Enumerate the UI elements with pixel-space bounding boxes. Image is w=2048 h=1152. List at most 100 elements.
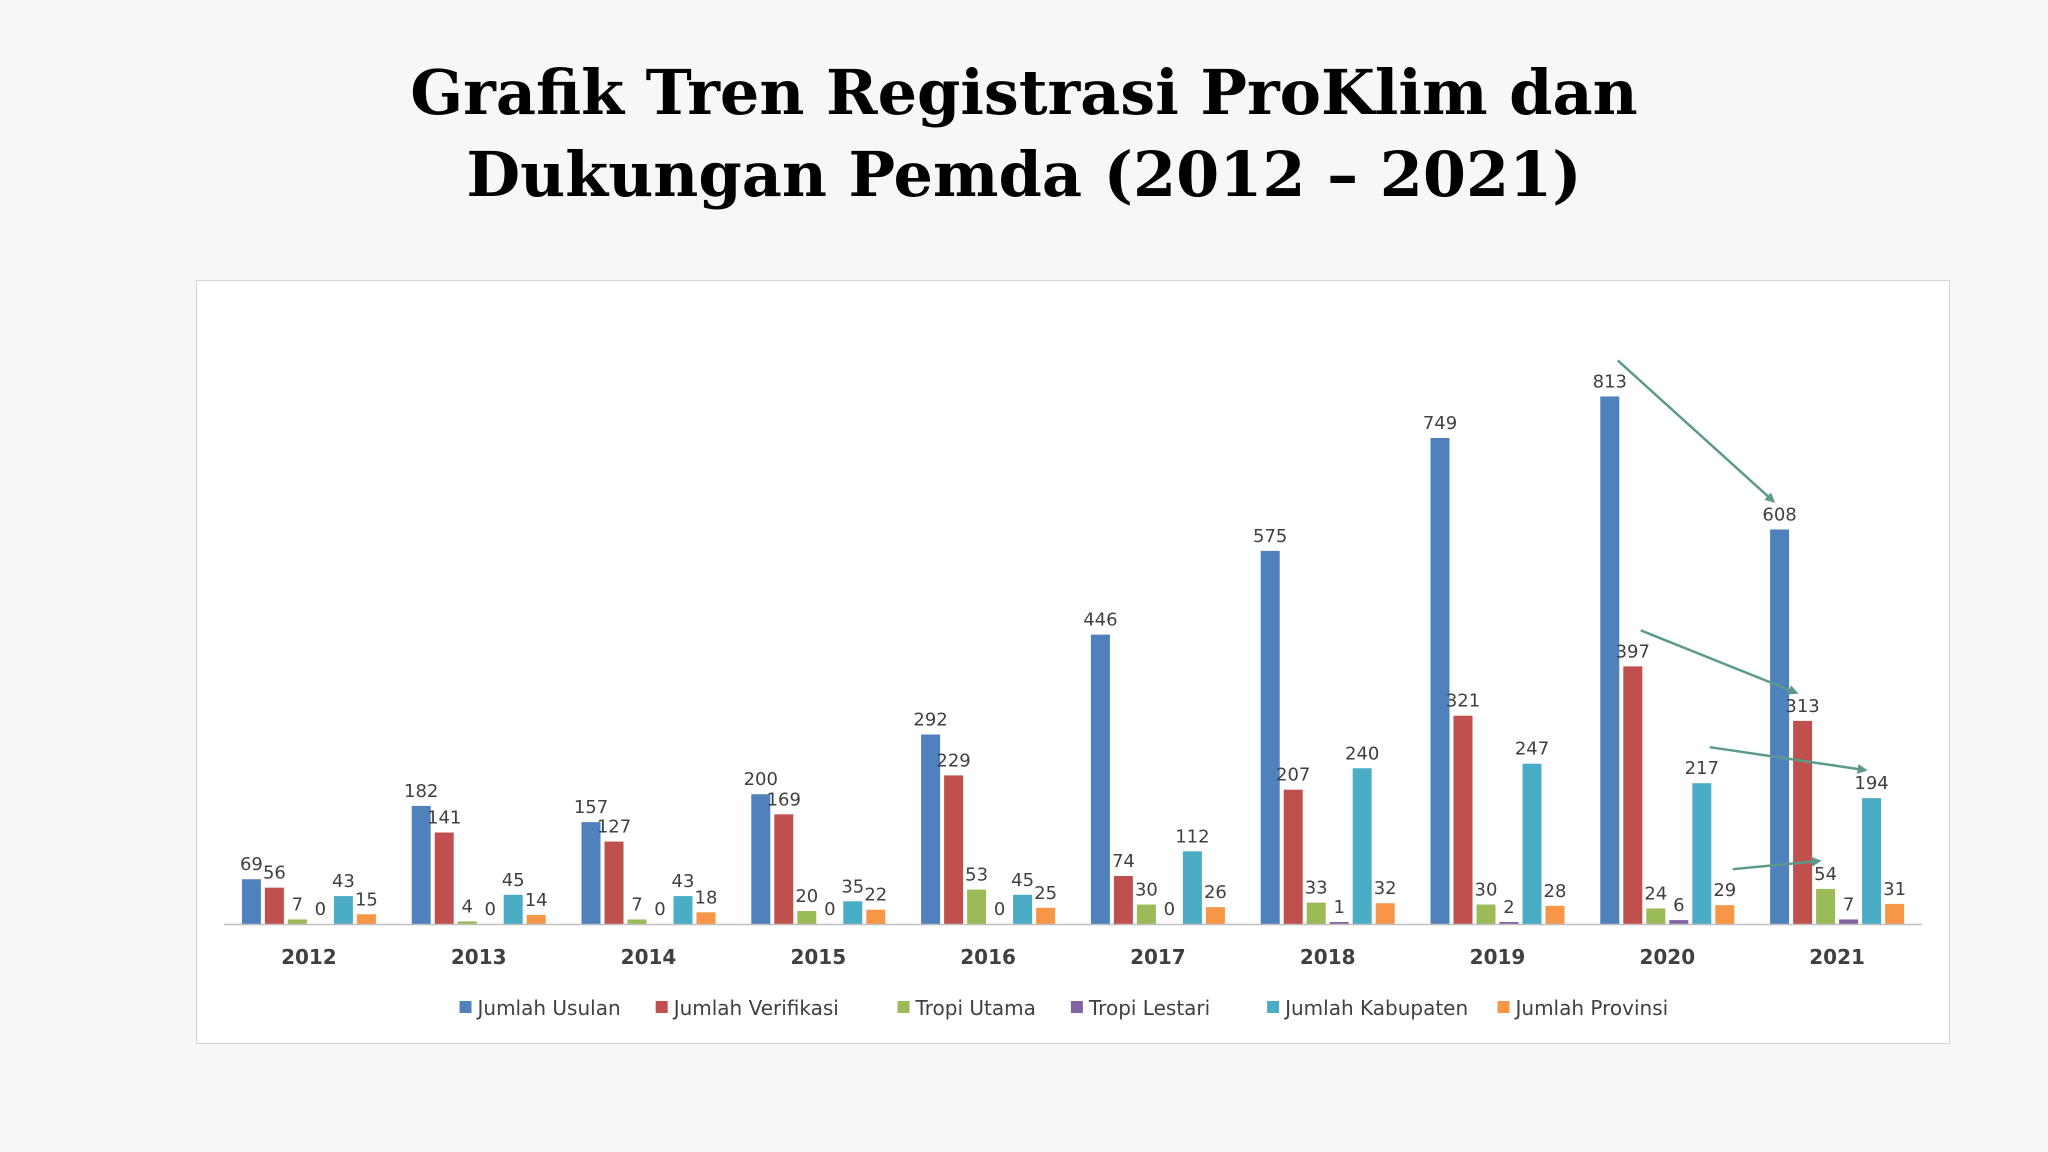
data-label-jumlah-provinsi-2018: 32 [1374, 878, 1397, 899]
bar-jumlah-kabupaten-2018 [1352, 768, 1372, 924]
bar-jumlah-usulan-2013 [411, 805, 431, 924]
bar-jumlah-usulan-2018 [1260, 550, 1280, 924]
bar-jumlah-kabupaten-2021 [1862, 798, 1882, 924]
legend-label-jumlah-usulan: Jumlah Usulan [476, 996, 621, 1020]
bar-tropi-utama-2021 [1816, 888, 1836, 924]
legend-label-tropi-lestari: Tropi Lestari [1088, 996, 1210, 1020]
bar-jumlah-provinsi-2014 [696, 912, 716, 924]
data-label-jumlah-verifikasi-2018: 207 [1276, 765, 1310, 786]
data-label-jumlah-usulan-2014: 157 [574, 797, 608, 818]
bar-tropi-utama-2013 [457, 921, 477, 924]
data-label-jumlah-kabupaten-2019: 247 [1515, 739, 1549, 760]
bar-jumlah-provinsi-2017 [1205, 907, 1225, 924]
data-label-tropi-lestari-2016: 0 [994, 899, 1005, 920]
trend-arrow-3 [1709, 745, 1868, 774]
bar-jumlah-provinsi-2020 [1715, 905, 1735, 924]
legend-swatch-jumlah-kabupaten [1267, 1001, 1280, 1013]
bar-jumlah-usulan-2014 [581, 822, 601, 924]
x-tick-label-2014: 2014 [621, 945, 677, 969]
legend-item-tropi-lestari: Tropi Lestari [1070, 996, 1210, 1020]
data-label-jumlah-verifikasi-2021: 313 [1785, 696, 1819, 717]
x-tick-label-2016: 2016 [960, 945, 1016, 969]
bar-jumlah-verifikasi-2017 [1113, 875, 1133, 924]
data-label-tropi-utama-2014: 7 [631, 894, 642, 915]
bar-tropi-lestari-2021 [1839, 919, 1859, 924]
data-label-tropi-utama-2019: 30 [1475, 880, 1498, 901]
bar-tropi-utama-2017 [1136, 904, 1156, 924]
data-label-tropi-utama-2012: 7 [292, 894, 303, 915]
data-label-tropi-lestari-2019: 2 [1503, 897, 1514, 918]
data-label-tropi-lestari-2017: 0 [1164, 899, 1175, 920]
bar-tropi-utama-2016 [967, 889, 987, 924]
data-label-tropi-utama-2020: 24 [1644, 883, 1667, 904]
data-label-jumlah-kabupaten-2013: 45 [502, 870, 525, 891]
title-line-1: Grafik Tren Registrasi ProKlim dan [410, 56, 1638, 129]
data-label-jumlah-usulan-2013: 182 [404, 781, 438, 802]
legend-item-tropi-utama: Tropi Utama [897, 996, 1036, 1020]
data-label-jumlah-verifikasi-2017: 74 [1112, 851, 1135, 872]
bar-jumlah-usulan-2021 [1770, 529, 1790, 924]
bar-jumlah-provinsi-2012 [356, 914, 376, 924]
slide-title: Grafik Tren Registrasi ProKlim dan Dukun… [0, 52, 2048, 216]
bar-jumlah-usulan-2012 [241, 879, 261, 924]
bar-jumlah-usulan-2019 [1430, 437, 1450, 924]
legend-swatch-jumlah-provinsi [1497, 1001, 1510, 1013]
data-label-jumlah-provinsi-2014: 18 [695, 887, 718, 908]
data-label-tropi-utama-2021: 54 [1814, 864, 1837, 885]
data-label-tropi-lestari-2013: 0 [484, 899, 495, 920]
data-label-jumlah-provinsi-2021: 31 [1883, 879, 1906, 900]
bar-jumlah-provinsi-2018 [1375, 903, 1395, 924]
data-label-tropi-utama-2016: 53 [965, 865, 988, 886]
bar-tropi-utama-2020 [1646, 908, 1666, 924]
legend-item-jumlah-provinsi: Jumlah Provinsi [1497, 996, 1668, 1020]
legend-item-jumlah-usulan: Jumlah Usulan [459, 996, 621, 1020]
bar-tropi-lestari-2018 [1329, 922, 1349, 924]
bar-tropi-utama-2015 [797, 911, 817, 924]
legend: Jumlah Usulan Jumlah Verifikasi Tropi Utam… [459, 996, 1668, 1020]
bar-jumlah-kabupaten-2020 [1692, 783, 1712, 924]
data-label-jumlah-usulan-2019: 749 [1423, 413, 1457, 434]
bar-tropi-lestari-2020 [1669, 920, 1689, 924]
x-tick-label-2021: 2021 [1809, 945, 1865, 969]
data-label-jumlah-usulan-2012: 69 [240, 854, 263, 875]
data-label-tropi-utama-2015: 20 [795, 886, 818, 907]
data-label-jumlah-kabupaten-2015: 35 [841, 876, 864, 897]
bar-jumlah-provinsi-2015 [866, 909, 886, 924]
data-label-tropi-lestari-2012: 0 [315, 899, 326, 920]
legend-item-jumlah-verifikasi: Jumlah Verifikasi [655, 996, 839, 1020]
bar-tropi-utama-2019 [1476, 904, 1496, 924]
legend-swatch-jumlah-verifikasi [655, 1001, 668, 1013]
bar-tropi-lestari-2019 [1499, 922, 1519, 924]
data-label-jumlah-kabupaten-2014: 43 [672, 871, 695, 892]
x-tick-label-2015: 2015 [790, 945, 846, 969]
data-label-jumlah-kabupaten-2020: 217 [1685, 758, 1719, 779]
trend-arrow-2 [1640, 629, 1799, 695]
data-label-jumlah-verifikasi-2014: 127 [597, 817, 631, 838]
title-line-2: Dukungan Pemda (2012 – 2021) [466, 138, 1582, 211]
data-label-tropi-lestari-2014: 0 [654, 899, 665, 920]
data-label-jumlah-provinsi-2012: 15 [355, 889, 378, 910]
legend-swatch-tropi-utama [897, 1001, 910, 1013]
data-label-jumlah-verifikasi-2016: 229 [936, 750, 970, 771]
bar-jumlah-kabupaten-2014 [673, 896, 693, 924]
bar-jumlah-kabupaten-2019 [1522, 763, 1542, 924]
data-label-tropi-lestari-2020: 6 [1673, 895, 1684, 916]
bar-tropi-utama-2012 [287, 919, 307, 924]
data-label-tropi-lestari-2021: 7 [1843, 894, 1854, 915]
annotation-arrows-group [1616, 359, 1868, 871]
data-label-tropi-utama-2017: 30 [1135, 880, 1158, 901]
bar-jumlah-verifikasi-2021 [1793, 720, 1813, 924]
data-label-jumlah-verifikasi-2019: 321 [1446, 691, 1480, 712]
bar-jumlah-kabupaten-2017 [1182, 851, 1202, 924]
data-label-tropi-utama-2018: 33 [1305, 878, 1328, 899]
bar-jumlah-verifikasi-2020 [1623, 666, 1643, 924]
bar-jumlah-kabupaten-2012 [333, 896, 353, 924]
data-label-tropi-lestari-2015: 0 [824, 899, 835, 920]
data-label-jumlah-verifikasi-2015: 169 [767, 789, 801, 810]
legend-swatch-tropi-lestari [1070, 1001, 1083, 1013]
x-tick-label-2018: 2018 [1300, 945, 1356, 969]
data-label-jumlah-kabupaten-2016: 45 [1011, 870, 1034, 891]
data-label-jumlah-kabupaten-2018: 240 [1345, 743, 1379, 764]
